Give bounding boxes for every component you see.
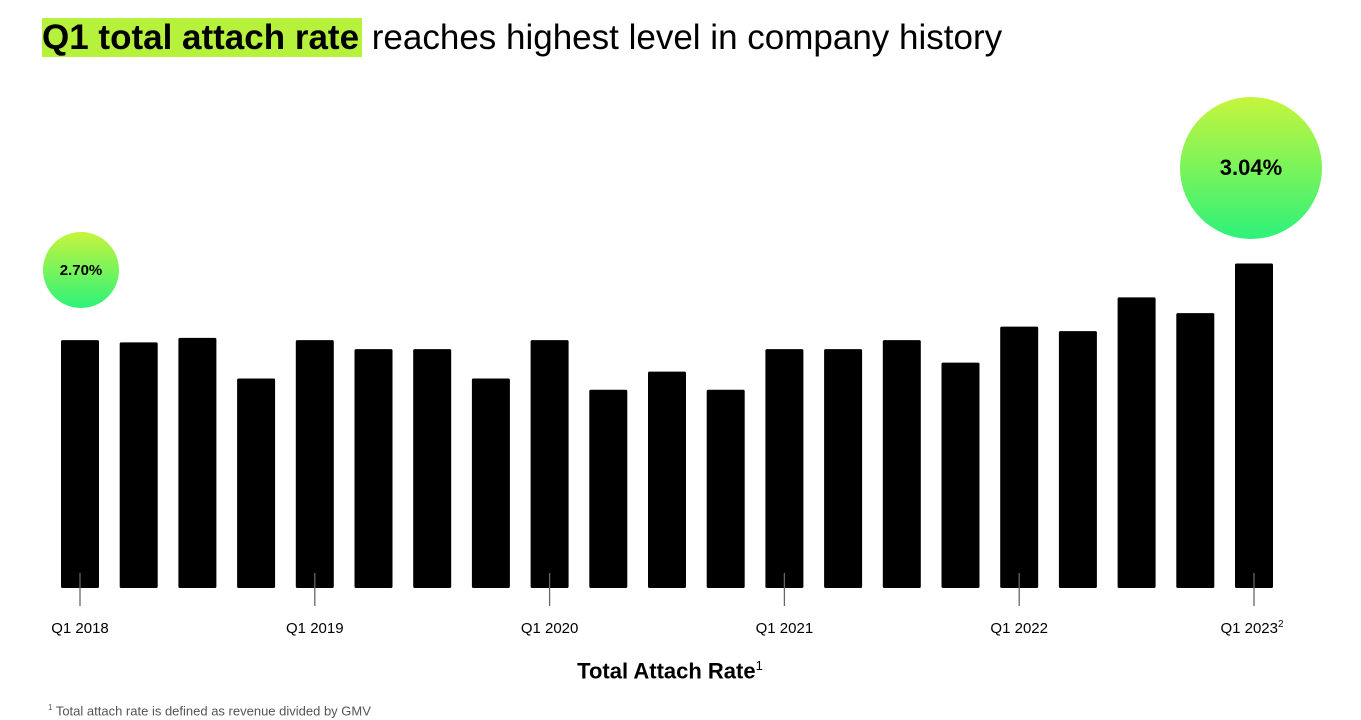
x-axis-label: Total Attach Rate1 — [577, 658, 763, 684]
bar-q2-2019 — [354, 349, 393, 588]
bar-q1-2022 — [1000, 326, 1039, 588]
bar-q2-2018 — [119, 342, 158, 588]
bar-q1-2023 — [1235, 263, 1273, 588]
page-title: Q1 total attach rate reaches highest lev… — [42, 16, 1002, 60]
tick-label: Q1 20232 — [1220, 619, 1284, 637]
bar-q2-2022 — [1058, 331, 1097, 588]
value-callout-label: 2.70% — [60, 262, 103, 279]
title-highlight: Q1 total attach rate — [42, 18, 363, 57]
tick-label: Q1 2020 — [521, 620, 579, 637]
bar-q1-2021 — [765, 349, 804, 588]
tick-label: Q1 2021 — [756, 620, 814, 637]
footnote-marker: 1 — [48, 703, 53, 712]
value-callout-bubble — [1180, 97, 1322, 239]
tick-label: Q1 2018 — [51, 620, 109, 637]
bar-q4-2019 — [471, 378, 510, 588]
bar-q2-2021 — [824, 349, 863, 588]
bar-q1-2019 — [295, 340, 334, 588]
value-callout-bubble — [43, 232, 119, 308]
bar-q3-2022 — [1117, 297, 1156, 588]
x-axis-label-superscript: 1 — [755, 658, 763, 673]
bar-q4-2021 — [941, 362, 980, 588]
footnote: 1 Total attach rate is defined as revenu… — [48, 703, 371, 718]
bar-q4-2022 — [1176, 313, 1215, 588]
tick-label: Q1 2019 — [286, 620, 344, 637]
bar-q3-2019 — [413, 349, 452, 588]
bar-q3-2020 — [648, 371, 686, 588]
bar-q4-2020 — [706, 389, 745, 588]
bar-q1-2020 — [530, 340, 569, 588]
bar-q3-2021 — [882, 340, 921, 588]
bar-q2-2020 — [589, 389, 628, 588]
bar-q1-2018 — [61, 340, 99, 588]
footnote-text: Total attach rate is defined as revenue … — [52, 703, 371, 719]
bar-q4-2018 — [237, 378, 276, 588]
tick-label-superscript: 2 — [1278, 619, 1284, 630]
bar-q3-2018 — [178, 337, 217, 588]
tick-label: Q1 2022 — [990, 620, 1048, 637]
value-callout-label: 3.04% — [1220, 155, 1282, 180]
bar-chart: Q1 2018 Q1 2019 Q1 2020 Q1 2021 Q1 2022 Q1 20… — [43, 97, 1322, 637]
title-rest: reaches highest level in company history — [362, 18, 1003, 57]
